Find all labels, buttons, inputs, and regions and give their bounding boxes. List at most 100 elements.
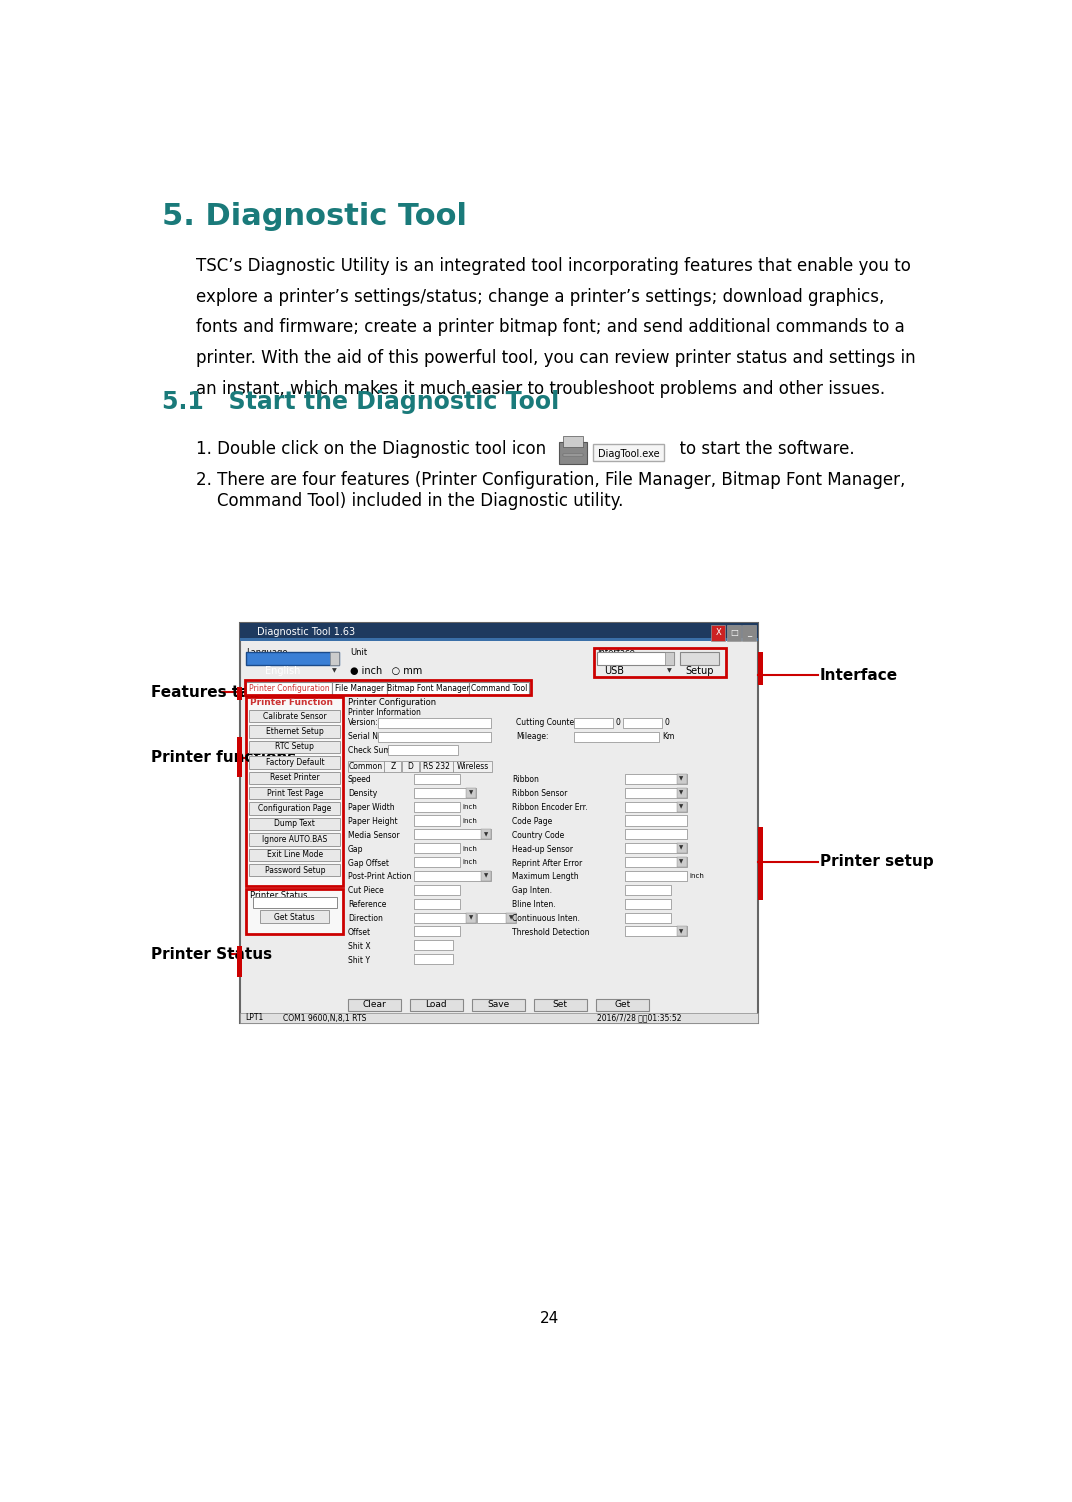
Text: Get Status: Get Status (274, 913, 315, 922)
Text: Ribbon Encoder Err.: Ribbon Encoder Err. (512, 804, 587, 813)
Bar (597, 652, 674, 664)
Text: Command Tool: Command Tool (471, 683, 527, 692)
Bar (414, 898, 460, 909)
Bar (420, 762, 452, 772)
Text: ▼: ▼ (332, 668, 337, 673)
Text: □: □ (730, 628, 738, 637)
Bar (596, 999, 649, 1011)
Bar (712, 625, 726, 641)
Text: Common: Common (348, 762, 383, 771)
Bar (414, 885, 460, 895)
Text: USB: USB (605, 665, 624, 676)
Text: Configuration Page: Configuration Page (258, 804, 331, 813)
Text: ▼: ▼ (508, 915, 512, 921)
Text: Density: Density (348, 790, 377, 798)
Text: Head-up Sensor: Head-up Sensor (512, 844, 574, 853)
Text: Clear: Clear (362, 1000, 386, 1009)
Text: inch: inch (689, 873, 704, 879)
Text: Country Code: Country Code (512, 831, 565, 840)
Text: Ribbon: Ribbon (512, 775, 539, 784)
Bar (594, 647, 726, 677)
Bar (465, 787, 476, 798)
Text: Paper Width: Paper Width (348, 804, 394, 813)
Text: Language: Language (247, 647, 288, 656)
Text: Paper Height: Paper Height (348, 817, 398, 826)
Bar (331, 682, 387, 695)
Text: Gap: Gap (348, 844, 363, 853)
Text: RS 232: RS 232 (422, 762, 449, 771)
Text: inch: inch (463, 846, 477, 852)
Text: Features tab: Features tab (151, 685, 260, 700)
Text: Printer Function: Printer Function (250, 698, 333, 707)
Bar (481, 871, 491, 882)
Text: 2. There are four features (Printer Configuration, File Manager, Bitmap Font Man: 2. There are four features (Printer Conf… (196, 472, 906, 490)
Text: inch: inch (463, 804, 477, 810)
Bar (348, 762, 384, 772)
Text: Continuous Inten.: Continuous Inten. (512, 915, 580, 924)
Text: Print Test Page: Print Test Page (267, 789, 323, 798)
Bar (250, 802, 340, 814)
Text: ● inch   ○ mm: ● inch ○ mm (351, 665, 422, 676)
Text: Mileage:: Mileage: (516, 733, 549, 742)
Bar (250, 834, 340, 846)
Text: 1. Double click on the Diagnostic tool icon: 1. Double click on the Diagnostic tool i… (196, 440, 546, 458)
Bar (250, 849, 340, 861)
Text: 0: 0 (664, 718, 669, 727)
Text: Offset: Offset (348, 928, 371, 937)
Bar (402, 762, 419, 772)
Bar (348, 999, 401, 1011)
Text: Bline Inten.: Bline Inten. (512, 900, 555, 909)
Bar (625, 787, 686, 798)
Bar (625, 898, 671, 909)
Text: Dump Text: Dump Text (274, 820, 315, 829)
Text: Ribbon Sensor: Ribbon Sensor (512, 790, 567, 798)
Text: Version:: Version: (348, 718, 378, 727)
Bar (676, 858, 686, 867)
Text: TSC’s Diagnostic Utility is an integrated tool incorporating features that enabl: TSC’s Diagnostic Utility is an integrate… (196, 257, 915, 398)
Text: Printer Configuration: Printer Configuration (249, 683, 329, 692)
Bar (240, 1012, 758, 1023)
Text: ▼: ▼ (468, 790, 473, 795)
Bar (385, 762, 401, 772)
Text: Shit X: Shit X (348, 942, 371, 951)
Text: Printer Status: Printer Status (151, 946, 272, 961)
Text: Gap Offset: Gap Offset (348, 859, 389, 868)
Text: DiagTool.exe: DiagTool.exe (597, 449, 659, 458)
Bar (665, 652, 674, 664)
Bar (676, 843, 686, 853)
Text: D: D (407, 762, 414, 771)
Bar (625, 913, 671, 922)
Bar (240, 638, 758, 641)
Bar (676, 927, 686, 936)
Text: 2016/7/28 下午01:35:52: 2016/7/28 下午01:35:52 (597, 1014, 681, 1023)
Bar (559, 442, 586, 464)
Bar (237, 946, 241, 978)
Text: Ethernet Setup: Ethernet Setup (266, 727, 324, 736)
Bar (481, 829, 491, 840)
Text: 5. Diagnostic Tool: 5. Diagnostic Tool (162, 201, 467, 231)
Text: Printer Status: Printer Status (250, 891, 308, 900)
Bar (676, 787, 686, 798)
Text: Password Setup: Password Setup (265, 865, 325, 874)
Text: Check Sum:: Check Sum: (348, 746, 393, 756)
Text: Shit Y: Shit Y (348, 955, 370, 964)
Text: LPT1: LPT1 (244, 1014, 263, 1023)
Bar (625, 774, 686, 784)
Text: ▼: ▼ (680, 804, 684, 810)
Text: Set: Set (553, 1000, 568, 1009)
Bar (414, 940, 452, 951)
Bar (625, 858, 686, 867)
Text: ▼: ▼ (680, 846, 684, 850)
Text: Bitmap Font Manager: Bitmap Font Manager (387, 683, 470, 692)
Bar (625, 843, 686, 853)
Bar (378, 731, 491, 742)
Text: Z: Z (390, 762, 396, 771)
Text: Interface: Interface (820, 668, 898, 683)
Bar (414, 871, 491, 882)
Bar (253, 897, 337, 907)
Text: Load: Load (426, 1000, 447, 1009)
Bar (625, 885, 671, 895)
Bar (681, 652, 719, 664)
Bar (240, 623, 758, 1023)
Bar (247, 652, 340, 664)
